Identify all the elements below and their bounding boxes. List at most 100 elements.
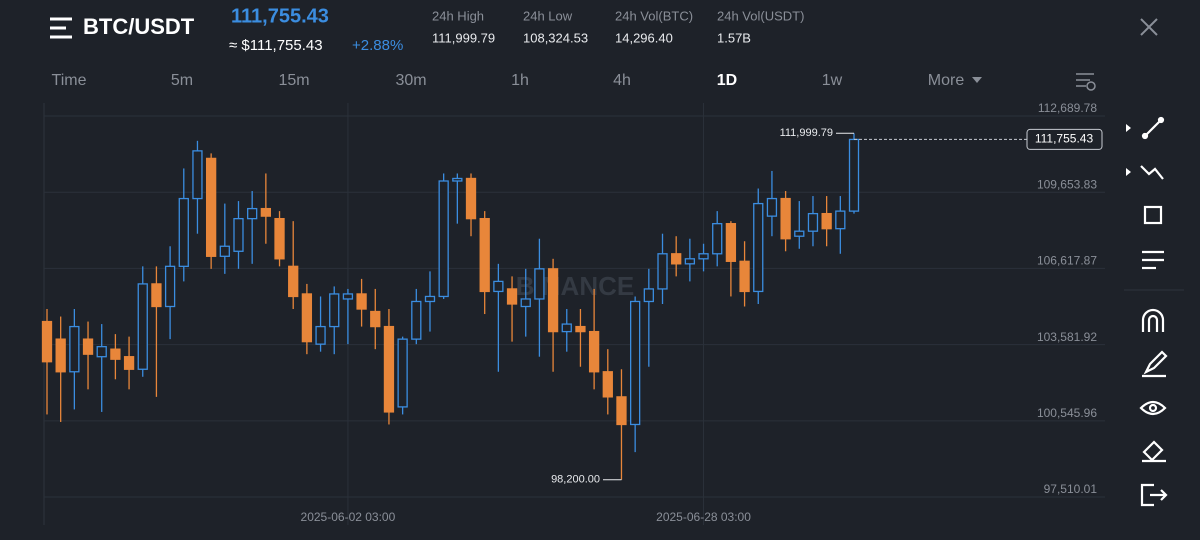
eraser-tool[interactable] (1142, 440, 1166, 463)
candle-body (164, 265, 176, 308)
price: 111,755.43 (231, 5, 329, 27)
timeframe-tab[interactable]: 30m (395, 72, 426, 89)
candle-body (383, 325, 395, 413)
candle-body (712, 223, 723, 255)
candle-body (219, 245, 230, 257)
y-tick-label: 109,653.83 (1037, 177, 1097, 191)
candle-body (821, 212, 832, 230)
candle-body (465, 177, 477, 220)
candle-body (588, 330, 600, 373)
text-tool[interactable] (1142, 250, 1164, 270)
candle-body (780, 197, 791, 240)
candle-body (274, 217, 285, 260)
candle-body (260, 207, 271, 217)
timeframe-tab[interactable]: More (928, 72, 965, 89)
candle-body (725, 223, 737, 262)
stat-label: 24h Vol(USDT) (717, 8, 804, 23)
timeframe-tab[interactable]: 5m (171, 72, 193, 89)
candle-body (684, 258, 696, 265)
x-tick-label: 2025-06-02 03:00 (301, 510, 396, 524)
candle-body (301, 293, 313, 343)
candle-body (493, 280, 504, 293)
candle-body (753, 202, 764, 293)
candle-body (547, 268, 559, 333)
visibility-tool[interactable] (1139, 400, 1167, 416)
candle-body (110, 348, 121, 360)
candle-body (69, 325, 80, 373)
stat-value: 14,296.40 (615, 30, 673, 45)
candle-body (794, 230, 805, 237)
toolbar (1124, 116, 1184, 507)
candle-body (151, 283, 162, 308)
candle-body (657, 253, 668, 290)
candle-body (835, 210, 846, 230)
price-usd: ≈ $111,755.43 (229, 37, 323, 54)
pair: BTC/USDT (83, 14, 195, 39)
candle-body (315, 325, 326, 345)
exit-tool[interactable] (1140, 483, 1168, 507)
candle-body (807, 212, 819, 232)
candle-body (370, 310, 381, 328)
timeframe-tab[interactable]: 4h (613, 72, 631, 89)
y-tick-label: 112,689.78 (1038, 101, 1097, 115)
candle-body (616, 396, 627, 426)
timeframe-tab[interactable]: 1h (511, 72, 529, 89)
pen-tool[interactable] (1142, 350, 1168, 378)
candle-body (137, 283, 148, 370)
candle-body (41, 320, 53, 363)
candle-body (520, 298, 531, 308)
candle-body (342, 293, 354, 300)
candle-body (506, 288, 518, 305)
y-tick-label: 103,581.92 (1037, 330, 1097, 344)
last-price-label: 111,755.43 (1035, 132, 1094, 146)
timeframe-tab[interactable]: 15m (278, 72, 309, 89)
candle-body (424, 295, 436, 303)
candle-body (766, 197, 778, 217)
shape-tool[interactable] (1143, 205, 1163, 225)
fib-tool[interactable] (1126, 165, 1164, 180)
last-price-box (1026, 128, 1103, 150)
magnet-tool[interactable] (1141, 308, 1165, 332)
candle-body (534, 268, 545, 300)
candle-body (643, 288, 654, 303)
candle-body (178, 197, 189, 267)
stat-label: 24h Vol(BTC) (615, 8, 693, 23)
candle-body (192, 150, 203, 200)
candle-body (96, 346, 107, 358)
candle-body (411, 300, 422, 340)
candle-body (205, 157, 217, 257)
stat-value: 111,999.79 (432, 30, 495, 45)
candle-body (671, 253, 682, 265)
timeframe-tab[interactable]: 1D (717, 72, 737, 89)
candle-body (356, 293, 367, 310)
candle-body (247, 207, 258, 220)
candle-body (438, 180, 449, 298)
candle-body (848, 138, 860, 212)
menu-icon[interactable] (50, 17, 72, 39)
candle-body (698, 253, 709, 260)
candle-body (602, 371, 613, 398)
timeframe-tab[interactable]: 1w (822, 72, 843, 89)
candle-body (575, 325, 586, 333)
y-tick-label: 100,545.96 (1037, 406, 1097, 420)
candle-body (329, 293, 340, 328)
candle-body (123, 356, 135, 370)
candle-body (630, 300, 641, 426)
stat-value: 1.57B (717, 30, 751, 45)
close-button[interactable] (1140, 18, 1158, 36)
watermark: BINANCE (516, 271, 634, 301)
stat-value: 108,324.53 (523, 30, 588, 45)
candle-body (55, 338, 66, 373)
x-tick-label: 2025-06-28 03:00 (656, 510, 751, 524)
settings-icon[interactable] (1076, 73, 1096, 91)
high-label: 111,999.79 (780, 127, 833, 139)
candle-body (288, 265, 299, 298)
candle-body (739, 260, 750, 293)
trend-line-tool[interactable] (1126, 116, 1165, 140)
timeframe-tab[interactable]: Time (52, 72, 87, 89)
candle-body (233, 217, 244, 252)
change: +2.88% (352, 37, 403, 54)
